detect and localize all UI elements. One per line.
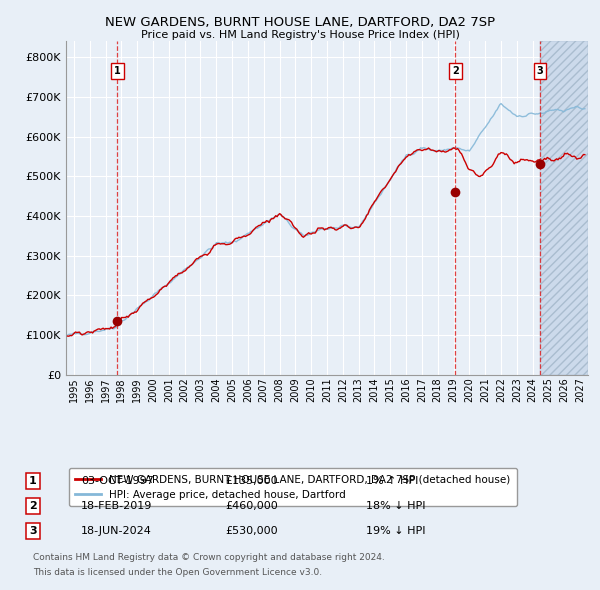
Bar [540,41,588,375]
Text: 2: 2 [452,66,459,76]
Legend: NEW GARDENS, BURNT HOUSE LANE, DARTFORD, DA2 7SP (detached house), HPI: Average : NEW GARDENS, BURNT HOUSE LANE, DARTFORD,… [68,468,517,506]
Text: £460,000: £460,000 [225,501,278,510]
Text: 1: 1 [114,66,121,76]
Text: 03-OCT-1997: 03-OCT-1997 [81,476,154,486]
Text: NEW GARDENS, BURNT HOUSE LANE, DARTFORD, DA2 7SP: NEW GARDENS, BURNT HOUSE LANE, DARTFORD,… [105,16,495,29]
Text: 3: 3 [29,526,37,536]
Text: This data is licensed under the Open Government Licence v3.0.: This data is licensed under the Open Gov… [33,568,322,577]
Text: 3: 3 [536,66,543,76]
Text: 19% ↓ HPI: 19% ↓ HPI [366,526,425,536]
Text: 18-JUN-2024: 18-JUN-2024 [81,526,152,536]
Text: 18-FEB-2019: 18-FEB-2019 [81,501,152,510]
Text: £530,000: £530,000 [225,526,278,536]
Text: 1% ↑ HPI: 1% ↑ HPI [366,476,418,486]
Text: Contains HM Land Registry data © Crown copyright and database right 2024.: Contains HM Land Registry data © Crown c… [33,553,385,562]
Text: 2: 2 [29,501,37,510]
Text: 18% ↓ HPI: 18% ↓ HPI [366,501,425,510]
Text: 1: 1 [29,476,37,486]
Bar [540,41,588,375]
Text: £135,000: £135,000 [225,476,278,486]
Text: Price paid vs. HM Land Registry's House Price Index (HPI): Price paid vs. HM Land Registry's House … [140,30,460,40]
